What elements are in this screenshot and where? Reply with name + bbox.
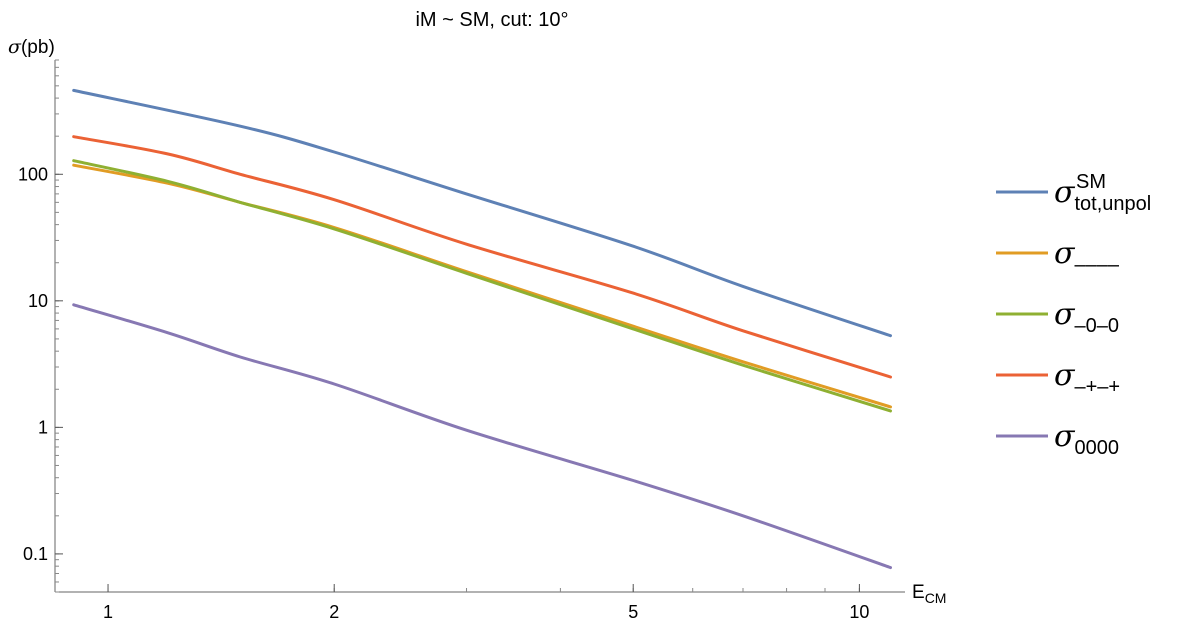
x-tick-label: 5 [628, 602, 638, 622]
plot-lines [72, 88, 892, 570]
y-tick-label: 10 [28, 291, 48, 311]
legend-subscript: 0000 [1074, 437, 1119, 459]
x-tick-label: 1 [103, 602, 113, 622]
legend-entry-1: σ–––– [1054, 236, 1120, 276]
x-axis-sub: CM [925, 590, 947, 606]
y-axis-symbol: σ [8, 36, 22, 58]
legend-entry-2: σ–0–0 [1054, 297, 1119, 337]
x-axis-main: E [912, 582, 925, 603]
series-line-1 [72, 163, 892, 409]
x-tick-label: 10 [849, 602, 869, 622]
legend-superscript: SM [1076, 171, 1106, 193]
legend-entry-0: σtot,unpol [1054, 175, 1151, 215]
legend-sigma: σ [1054, 175, 1076, 210]
axes: 1 2 5 10 0.1 1 10 100 [18, 59, 905, 622]
legend-sigma: σ [1054, 236, 1076, 271]
y-axis-unit: (pb) [21, 37, 55, 58]
legend-sigma: σ [1054, 297, 1076, 332]
series-line-4 [72, 303, 892, 570]
legend-subscript: –0–0 [1074, 315, 1119, 337]
legend-entry-4: σ0000 [1054, 419, 1119, 459]
y-tick-label: 0.1 [23, 544, 48, 564]
y-tick-label: 100 [18, 164, 48, 184]
series-line-2 [72, 159, 892, 413]
legend-subscript: –+–+ [1074, 376, 1120, 398]
legend-subscript: tot,unpol [1074, 193, 1151, 215]
chart-title: iM ~ SM, cut: 10° [415, 9, 568, 31]
legend-subscript: –––– [1074, 254, 1119, 276]
legend-sigma: σ [1054, 419, 1076, 454]
y-axis-title: σ(pb) [8, 36, 55, 58]
legend-entry-3: σ–+–+ [1054, 358, 1120, 398]
series-line-3 [72, 135, 892, 379]
x-tick-label: 2 [329, 602, 339, 622]
x-axis-title: ECM [912, 582, 946, 606]
series-line-0 [72, 88, 892, 338]
y-tick-label: 1 [38, 417, 48, 437]
legend-sigma: σ [1054, 358, 1076, 393]
